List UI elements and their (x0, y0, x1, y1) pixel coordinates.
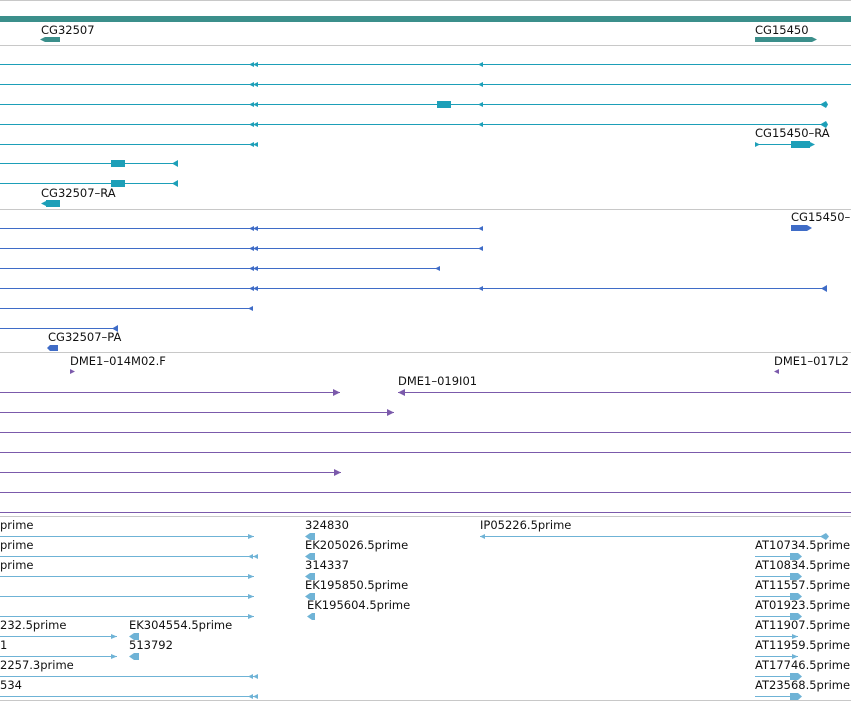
arrow-right-icon (812, 37, 817, 42)
transcript[interactable] (0, 62, 851, 67)
est-feature[interactable] (0, 574, 254, 579)
est-feature[interactable] (305, 573, 315, 580)
label-at10734[interactable]: AT10734.5prime (755, 538, 850, 552)
est-feature[interactable] (0, 674, 258, 679)
label-cg15450-ra[interactable]: CG15450–RA (755, 126, 830, 140)
est-feature[interactable] (0, 534, 254, 539)
clone-feature[interactable] (0, 389, 340, 396)
label-prime-1[interactable]: prime (0, 518, 34, 532)
est-feature[interactable] (305, 553, 315, 560)
label-ek195604[interactable]: EK195604.5prime (307, 598, 410, 612)
protein-feature[interactable] (0, 226, 483, 231)
label-at17746[interactable]: AT17746.5prime (755, 658, 850, 672)
label-513792[interactable]: 513792 (129, 638, 173, 652)
label-prime-3[interactable]: prime (0, 558, 34, 572)
label-dme1-014m02-f[interactable]: DME1–014M02.F (70, 354, 166, 368)
label-534[interactable]: 534 (0, 678, 22, 692)
label-2257-3prime[interactable]: 2257.3prime (0, 658, 74, 672)
est-feature[interactable] (755, 613, 802, 620)
label-at11557[interactable]: AT11557.5prime (755, 578, 850, 592)
label-cg15450-p[interactable]: CG15450– (791, 210, 851, 224)
label-dme1-019i01[interactable]: DME1–019I01 (398, 374, 477, 388)
arrow-left-icon (40, 37, 45, 42)
est-feature[interactable] (129, 653, 139, 660)
label-1[interactable]: 1 (0, 638, 7, 652)
protein-feature[interactable] (791, 225, 812, 231)
protein-track: CG15450– (0, 210, 851, 351)
clone-feature[interactable] (0, 409, 394, 416)
transcript[interactable] (41, 200, 60, 207)
transcript[interactable] (0, 141, 815, 148)
transcript[interactable] (0, 180, 178, 187)
label-at23568[interactable]: AT23568.5prime (755, 678, 850, 692)
est-track: prime prime prime 232.5prime EK30 (0, 518, 850, 700)
gene-feature[interactable] (45, 37, 60, 42)
est-feature[interactable] (307, 613, 315, 620)
label-at10834[interactable]: AT10834.5prime (755, 558, 850, 572)
est-feature[interactable] (129, 633, 139, 640)
est-feature[interactable] (0, 614, 254, 619)
gene-track: CG32507 CG15450 (0, 16, 851, 42)
clone-track: DME1–014M02.F DME1–017L2 DME1–019I01 (0, 354, 851, 513)
arrow-left-icon (774, 369, 779, 374)
label-dme1-017l2[interactable]: DME1–017L2 (774, 354, 849, 368)
est-feature[interactable] (755, 593, 802, 600)
label-cg15450[interactable]: CG15450 (755, 23, 809, 37)
protein-feature[interactable] (0, 285, 827, 292)
label-at11959[interactable]: AT11959.5prime (755, 638, 850, 652)
label-ek304554[interactable]: EK304554.5prime (129, 618, 232, 632)
gene-span-bar[interactable] (0, 16, 851, 22)
label-at11907[interactable]: AT11907.5prime (755, 618, 850, 632)
protein-feature[interactable] (0, 266, 440, 271)
label-ip05226[interactable]: IP05226.5prime (480, 518, 571, 532)
label-prime-2[interactable]: prime (0, 538, 34, 552)
est-feature[interactable] (0, 554, 258, 559)
arrow-right-icon (70, 369, 75, 374)
label-cg32507-ra[interactable]: CG32507–RA (41, 186, 116, 200)
transcript[interactable] (0, 82, 851, 87)
label-cg32507-pa[interactable]: CG32507–PA (48, 330, 121, 344)
est-feature[interactable] (755, 654, 798, 659)
est-feature[interactable] (305, 533, 315, 540)
clone-feature[interactable] (0, 469, 341, 476)
transcript[interactable] (0, 160, 178, 167)
protein-feature[interactable] (47, 345, 58, 351)
est-feature[interactable] (755, 573, 802, 580)
transcript[interactable] (0, 101, 828, 108)
est-feature[interactable] (0, 594, 254, 599)
label-ek195850[interactable]: EK195850.5prime (305, 578, 408, 592)
gene-feature[interactable] (755, 37, 812, 42)
mrna-track: CG15450–RA CG32507–RA (0, 62, 851, 207)
label-ek205026[interactable]: EK205026.5prime (305, 538, 408, 552)
label-cg32507[interactable]: CG32507 (41, 23, 95, 37)
protein-feature[interactable] (0, 246, 483, 251)
protein-feature[interactable] (0, 306, 253, 311)
est-feature[interactable] (0, 694, 258, 699)
est-feature[interactable] (0, 634, 117, 639)
est-feature[interactable] (0, 654, 117, 659)
est-feature[interactable] (755, 693, 802, 700)
label-232-5prime[interactable]: 232.5prime (0, 618, 66, 632)
est-feature[interactable] (755, 553, 802, 560)
protein-feature[interactable] (0, 325, 118, 332)
label-314337[interactable]: 314337 (305, 558, 349, 572)
label-324830[interactable]: 324830 (305, 518, 349, 532)
label-at01923[interactable]: AT01923.5prime (755, 598, 850, 612)
clone-feature[interactable] (398, 389, 851, 396)
est-feature[interactable] (755, 634, 798, 639)
est-feature[interactable] (755, 673, 802, 680)
est-feature[interactable] (305, 593, 315, 600)
est-feature[interactable] (480, 533, 829, 540)
transcript[interactable] (0, 121, 828, 128)
